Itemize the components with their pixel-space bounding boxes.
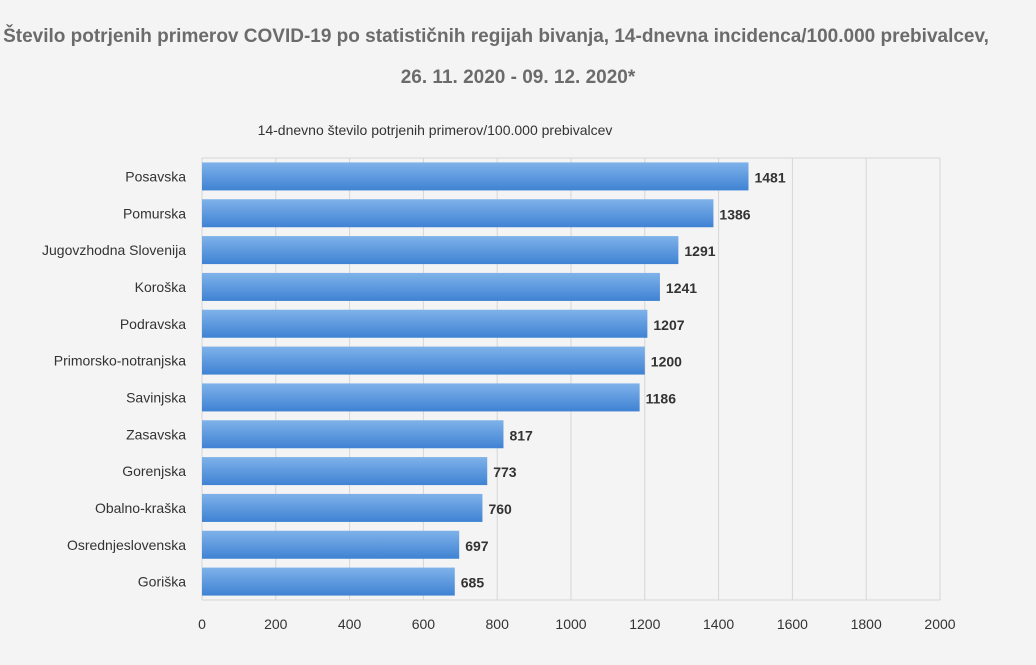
x-tick-label: 200 [264, 616, 288, 632]
bar [202, 309, 648, 338]
data-label: 1186 [646, 390, 677, 406]
bar [202, 567, 455, 596]
data-label: 1481 [754, 169, 785, 185]
category-label: Jugovzhodna Slovenija [42, 242, 186, 258]
category-labels: Posavska Pomurska Jugovzhodna Slovenija Kor… [42, 168, 186, 589]
data-label: 1291 [684, 243, 715, 259]
x-tick-label: 1200 [629, 616, 660, 632]
category-label: Gorenjska [122, 463, 186, 479]
data-label: 697 [465, 538, 489, 554]
x-tick-label: 1800 [851, 616, 882, 632]
data-label: 685 [461, 575, 485, 591]
bar [202, 236, 679, 265]
bar [202, 383, 640, 412]
category-label: Obalno-kraška [95, 500, 186, 516]
category-label: Savinjska [126, 389, 186, 405]
category-label: Podravska [120, 316, 186, 332]
x-tick-label: 2000 [924, 616, 955, 632]
category-label: Osrednjeslovenska [67, 537, 186, 553]
grid [201, 157, 941, 601]
data-label: 1241 [666, 280, 697, 296]
x-tick-label: 0 [198, 616, 206, 632]
category-label: Posavska [125, 168, 186, 184]
x-tick-label: 1000 [555, 616, 586, 632]
x-tick-label: 600 [412, 616, 436, 632]
bar [202, 199, 714, 228]
bar [202, 272, 660, 301]
x-tick-label: 1400 [703, 616, 734, 632]
bar [202, 346, 645, 375]
bar [202, 162, 749, 191]
x-tick-label: 400 [338, 616, 362, 632]
chart-title-line2: 26. 11. 2020 - 09. 12. 2020* [400, 67, 636, 88]
data-labels: 1481 1386 1291 1241 1207 1200 1186 817 773 760 697… [461, 169, 786, 590]
x-tick-label: 1600 [777, 616, 808, 632]
bar [202, 457, 488, 486]
category-label: Koroška [135, 279, 187, 295]
bar [202, 530, 460, 559]
data-label: 1386 [719, 206, 750, 222]
data-label: 1207 [653, 317, 684, 333]
chart-subtitle: 14-dnevno število potrjenih primerov/100… [258, 122, 613, 138]
category-label: Primorsko-notranjska [54, 353, 186, 369]
bar [202, 420, 504, 449]
x-tick-label: 800 [486, 616, 510, 632]
bar [202, 493, 483, 522]
category-label: Zasavska [126, 426, 186, 442]
chart-title-line1: Število potrjenih primerov COVID-19 po s… [3, 26, 989, 47]
data-label: 773 [493, 464, 517, 480]
data-label: 1200 [651, 354, 682, 370]
data-label: 817 [509, 427, 533, 443]
x-axis-ticks: 0 200 400 600 800 1000 1200 1400 1600 1800 2000 [198, 616, 956, 632]
category-label: Pomurska [123, 205, 186, 221]
bars [202, 162, 749, 596]
category-label: Goriška [138, 574, 186, 590]
data-label: 760 [488, 501, 512, 517]
